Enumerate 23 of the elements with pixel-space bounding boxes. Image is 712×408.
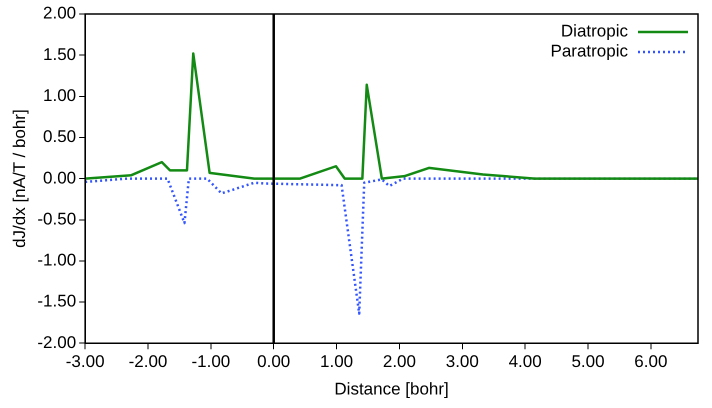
x-tick-label: 5.00 — [571, 352, 605, 372]
x-tick-label: 6.00 — [634, 352, 668, 372]
y-tick-label: -1.50 — [37, 292, 76, 311]
y-axis-title: dJ/dx [nA/T / bohr] — [10, 109, 29, 248]
y-tick-label: -1.00 — [37, 250, 76, 270]
y-tick-label: 2.00 — [43, 4, 76, 23]
legend-label: Paratropic — [550, 42, 628, 61]
y-tick-label: 1.50 — [43, 44, 76, 64]
x-tick-label: -2.00 — [128, 352, 168, 372]
y-tick-label: -2.00 — [37, 332, 76, 352]
x-tick-label: 2.00 — [382, 352, 416, 372]
x-tick-label: 3.00 — [446, 352, 479, 372]
x-tick-label: 0.00 — [257, 352, 290, 372]
y-tick-label: 0.00 — [43, 168, 76, 188]
y-tick-label: 1.00 — [43, 86, 76, 105]
y-tick-label: -0.50 — [37, 209, 76, 228]
x-tick-label: 4.00 — [508, 352, 542, 372]
legend-label: Diatropic — [560, 22, 628, 41]
x-axis-title: Distance [bohr] — [334, 379, 449, 398]
x-tick-label: -1.00 — [191, 352, 230, 372]
x-tick-label: 1.00 — [320, 352, 354, 372]
x-tick-label: -3.00 — [66, 352, 105, 372]
y-tick-label: 0.50 — [43, 127, 76, 146]
